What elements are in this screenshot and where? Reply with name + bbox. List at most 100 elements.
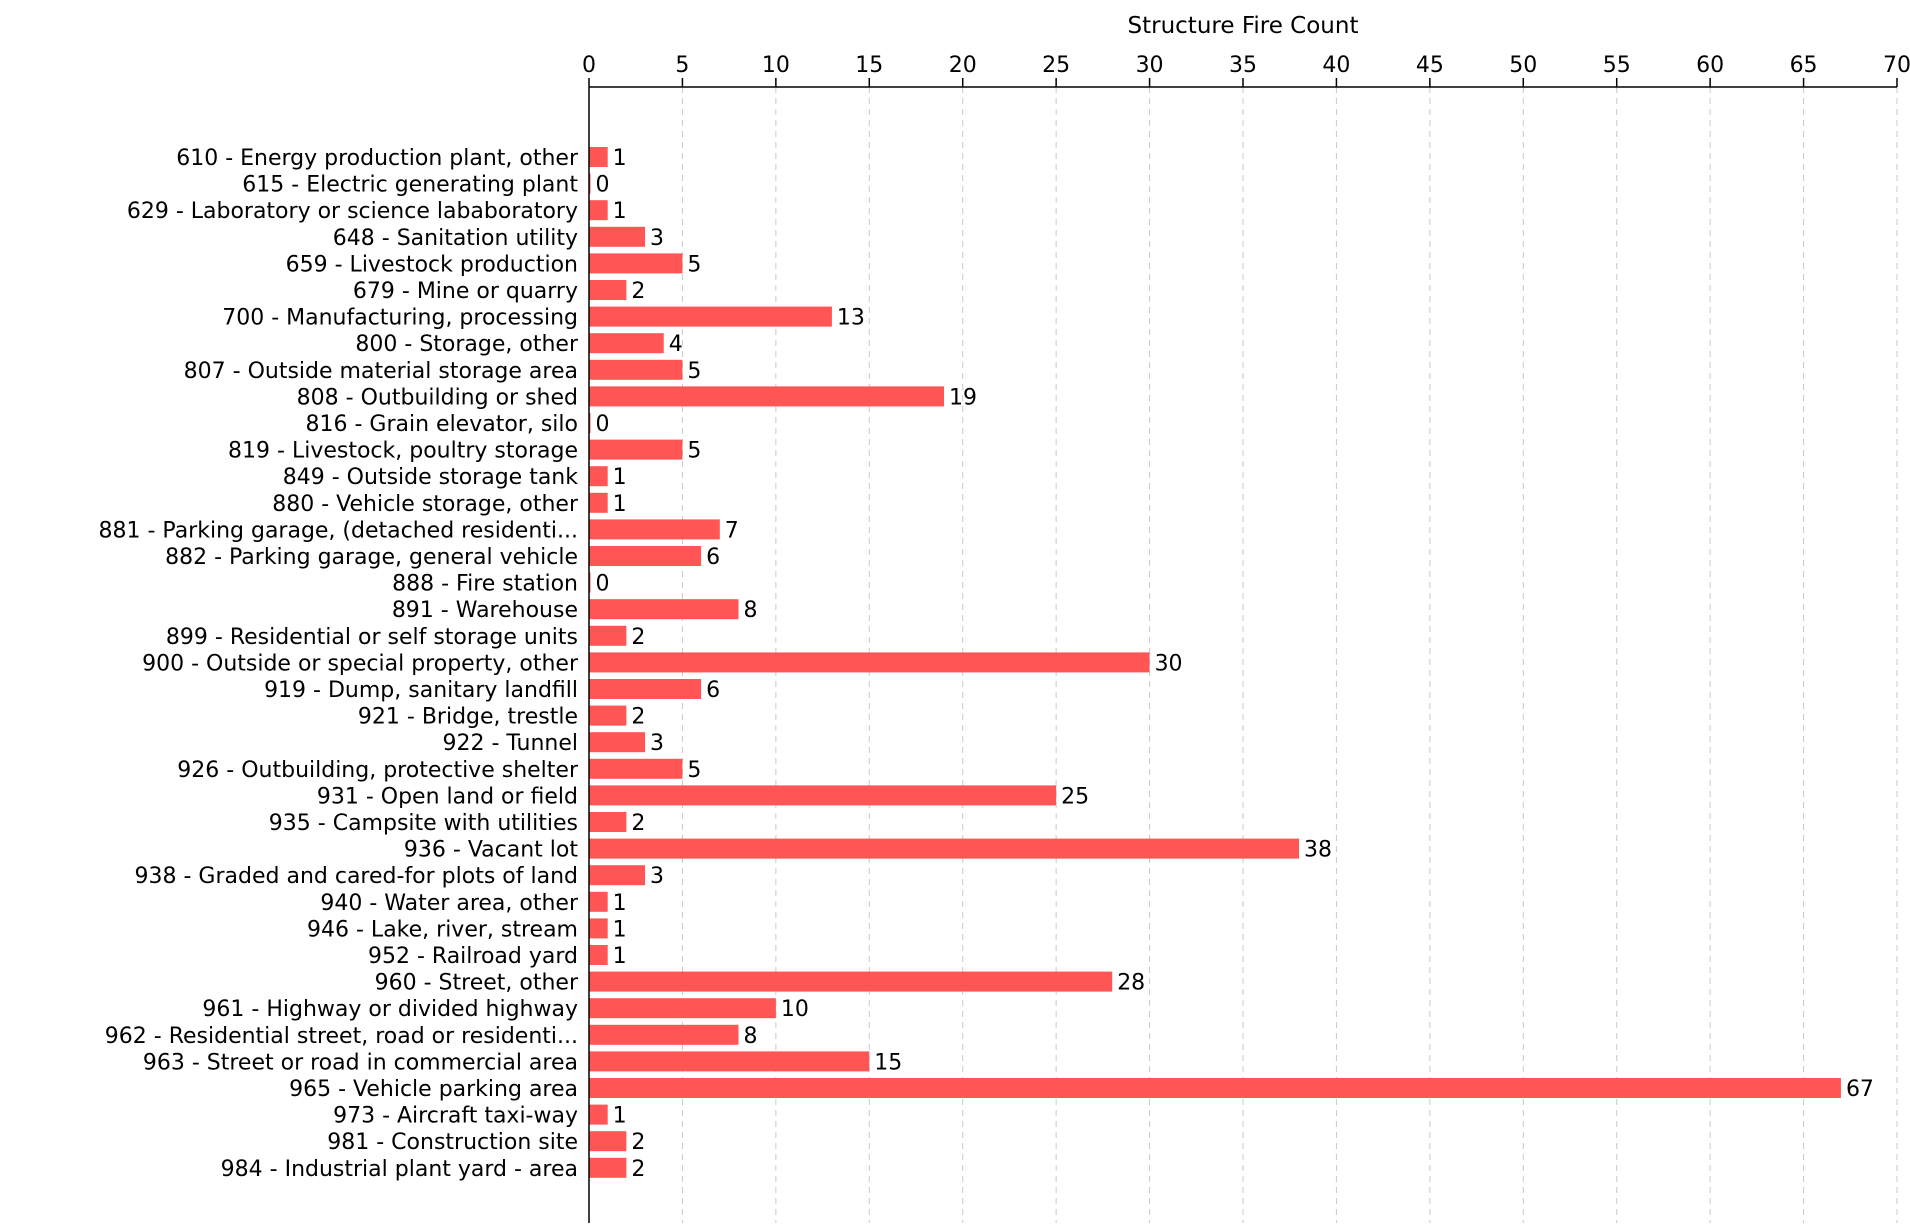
category-label: 881 - Parking garage, (detached resident… <box>99 518 579 543</box>
bar <box>589 1025 738 1045</box>
bar <box>589 599 738 619</box>
category-label: 946 - Lake, river, stream <box>307 917 578 942</box>
value-label: 3 <box>650 864 664 889</box>
bar <box>589 626 626 646</box>
x-tick-label: 10 <box>762 53 790 78</box>
category-label: 888 - Fire station <box>392 572 578 597</box>
x-tick-label: 60 <box>1696 53 1724 78</box>
bar <box>589 546 701 566</box>
category-label: 926 - Outbuilding, protective shelter <box>177 758 579 783</box>
value-label: 13 <box>837 306 865 331</box>
value-label: 1 <box>613 199 627 224</box>
value-label: 28 <box>1117 971 1145 996</box>
bars <box>589 147 1841 1178</box>
value-label: 7 <box>725 518 739 543</box>
value-label: 2 <box>631 1157 645 1182</box>
value-label: 5 <box>687 359 701 384</box>
value-label: 10 <box>781 997 809 1022</box>
category-label: 931 - Open land or field <box>317 784 578 809</box>
x-tick-label: 35 <box>1229 53 1257 78</box>
bar <box>589 280 626 300</box>
value-label: 6 <box>706 545 720 570</box>
value-label: 19 <box>949 385 977 410</box>
value-label: 4 <box>669 332 683 357</box>
bar <box>589 759 682 779</box>
value-label: 5 <box>687 439 701 464</box>
category-label: 659 - Livestock production <box>286 252 578 277</box>
bar <box>589 1051 869 1071</box>
category-label: 984 - Industrial plant yard - area <box>221 1157 578 1182</box>
category-label: 629 - Laboratory or science lababoratory <box>127 199 578 224</box>
category-label: 922 - Tunnel <box>443 731 579 756</box>
x-tick-label: 15 <box>855 53 883 78</box>
category-label: 952 - Railroad yard <box>368 944 578 969</box>
bar <box>589 519 720 539</box>
value-label: 1 <box>613 917 627 942</box>
value-label: 1 <box>613 944 627 969</box>
bar <box>589 360 682 380</box>
bar <box>589 706 626 726</box>
category-label: 808 - Outbuilding or shed <box>297 385 578 410</box>
category-label: 610 - Energy production plant, other <box>176 146 579 171</box>
x-tick-label: 70 <box>1883 53 1910 78</box>
bar <box>589 972 1112 992</box>
bar <box>589 1078 1841 1098</box>
bar <box>589 812 626 832</box>
value-label: 2 <box>631 811 645 836</box>
bar <box>589 333 664 353</box>
bar <box>589 466 608 486</box>
bar <box>589 200 608 220</box>
bar <box>589 679 701 699</box>
value-label: 1 <box>613 146 627 171</box>
bar <box>589 227 645 247</box>
category-label: 900 - Outside or special property, other <box>142 651 579 676</box>
x-tick-label: 0 <box>582 53 596 78</box>
x-tick-label: 50 <box>1509 53 1537 78</box>
bar <box>589 147 608 167</box>
bar <box>589 493 608 513</box>
value-label: 0 <box>596 412 610 437</box>
x-tick-label: 5 <box>675 53 689 78</box>
category-label: 880 - Vehicle storage, other <box>272 492 579 517</box>
bar <box>589 253 682 273</box>
value-label: 8 <box>743 598 757 623</box>
category-label: 936 - Vacant lot <box>404 838 578 863</box>
category-label: 819 - Livestock, poultry storage <box>228 439 578 464</box>
category-label: 981 - Construction site <box>327 1130 578 1155</box>
category-label: 849 - Outside storage tank <box>283 465 578 490</box>
value-label: 0 <box>596 572 610 597</box>
category-label: 807 - Outside material storage area <box>184 359 578 384</box>
bar <box>589 839 1299 859</box>
value-label: 6 <box>706 678 720 703</box>
x-tick-label: 30 <box>1136 53 1164 78</box>
category-label: 919 - Dump, sanitary landfill <box>264 678 578 703</box>
category-label: 935 - Campsite with utilities <box>269 811 578 836</box>
category-label: 882 - Parking garage, general vehicle <box>165 545 578 570</box>
bar <box>589 440 682 460</box>
x-tick-label: 65 <box>1790 53 1818 78</box>
category-label: 962 - Residential street, road or reside… <box>105 1024 578 1049</box>
category-label: 891 - Warehouse <box>392 598 578 623</box>
value-label: 38 <box>1304 838 1332 863</box>
category-label: 921 - Bridge, trestle <box>358 705 578 730</box>
bar <box>589 918 608 938</box>
value-label: 3 <box>650 226 664 251</box>
value-label: 5 <box>687 252 701 277</box>
category-label: 816 - Grain elevator, silo <box>306 412 579 437</box>
value-label: 1 <box>613 465 627 490</box>
value-label: 0 <box>596 173 610 198</box>
category-label: 648 - Sanitation utility <box>333 226 578 251</box>
bar <box>589 1105 608 1125</box>
value-label: 2 <box>631 705 645 730</box>
bar <box>589 945 608 965</box>
category-label: 800 - Storage, other <box>355 332 579 357</box>
value-label: 1 <box>613 1104 627 1129</box>
x-axis-title: Structure Fire Count <box>1128 13 1359 39</box>
value-label: 8 <box>743 1024 757 1049</box>
value-label: 2 <box>631 279 645 304</box>
bar <box>589 386 944 406</box>
bar <box>589 785 1056 805</box>
